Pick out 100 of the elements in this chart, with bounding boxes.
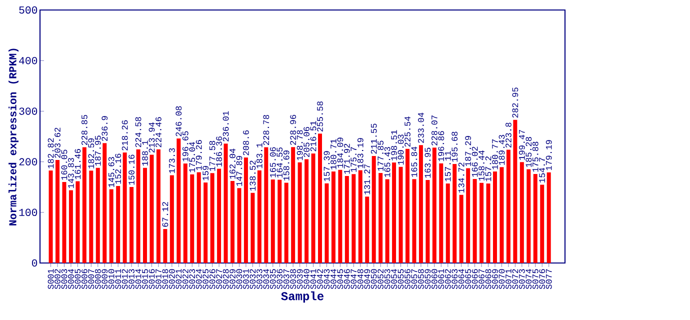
x-tick-label: S045 xyxy=(337,269,344,290)
bar xyxy=(190,174,194,263)
bar xyxy=(76,181,80,263)
bar xyxy=(318,134,322,263)
data-label: 228.85 xyxy=(81,114,88,145)
data-label: 223.8 xyxy=(506,122,512,148)
data-label: 150.16 xyxy=(128,154,134,185)
x-tick-label: S056 xyxy=(404,269,410,290)
data-label: 225.54 xyxy=(404,116,410,147)
x-tick-label: S033 xyxy=(256,269,262,290)
x-tick-label: S016 xyxy=(148,269,155,290)
data-label: 187.29 xyxy=(465,136,472,166)
bar xyxy=(459,194,464,263)
y-tick-label: 0 xyxy=(32,259,38,267)
bar xyxy=(244,157,248,263)
data-label: 186.36 xyxy=(216,136,222,166)
data-label: 154.7 xyxy=(539,158,546,182)
data-label: 228.78 xyxy=(263,115,270,146)
x-tick-label: S007 xyxy=(88,269,94,290)
bar xyxy=(156,149,160,263)
bar xyxy=(56,160,60,263)
x-tick-label: S042 xyxy=(317,269,323,290)
bar xyxy=(68,190,73,263)
x-tick-label: S012 xyxy=(122,269,128,290)
bar xyxy=(257,170,262,263)
data-label: 224.58 xyxy=(135,117,142,148)
data-label: 164.55 xyxy=(276,147,283,178)
x-tick-label: S069 xyxy=(492,269,498,290)
data-label: 255.58 xyxy=(317,101,323,132)
x-tick-label: S008 xyxy=(94,269,101,290)
bar xyxy=(183,163,188,263)
x-tick-label: S001 xyxy=(48,269,54,290)
x-tick-label: S048 xyxy=(357,269,364,290)
bar xyxy=(250,192,255,263)
x-tick-label: S059 xyxy=(424,269,431,290)
data-label: 228.96 xyxy=(290,114,296,145)
x-tick-label: S058 xyxy=(418,269,424,290)
x-axis-title: Sample xyxy=(281,291,324,303)
bar xyxy=(480,182,484,263)
bar xyxy=(96,168,100,263)
x-tick-label: S029 xyxy=(230,269,236,290)
x-tick-label: S022 xyxy=(182,269,188,290)
data-label: 228.07 xyxy=(431,115,438,146)
x-tick-label: S036 xyxy=(276,269,283,290)
x-tick-label: S006 xyxy=(81,269,88,290)
x-tick-label: S010 xyxy=(108,269,114,290)
data-label: 165.84 xyxy=(411,146,418,177)
x-tick-label: S068 xyxy=(485,269,492,290)
bar xyxy=(446,183,450,263)
x-tick-label: S005 xyxy=(74,269,81,290)
data-label: 216.51 xyxy=(310,121,316,152)
x-tick-label: S054 xyxy=(391,269,397,290)
data-label: 213.94 xyxy=(148,122,155,153)
bar xyxy=(217,168,222,263)
x-tick-label: S060 xyxy=(431,269,438,290)
bar xyxy=(452,164,457,263)
x-tick-label: S041 xyxy=(310,269,316,290)
bar xyxy=(304,159,309,263)
y-tick-label: 400 xyxy=(19,56,38,64)
bar xyxy=(82,147,86,263)
bar xyxy=(210,173,214,263)
data-label: 134.72 xyxy=(458,162,464,193)
x-tick-label: S067 xyxy=(478,269,484,290)
x-tick-label: S017 xyxy=(156,269,162,290)
data-label: 165.43 xyxy=(384,147,390,178)
data-label: 131.27 xyxy=(364,164,370,194)
x-tick-label: S013 xyxy=(128,269,134,290)
x-tick-label: S020 xyxy=(168,269,175,290)
bar xyxy=(324,183,329,263)
bar xyxy=(466,168,470,263)
x-tick-label: S075 xyxy=(532,269,538,290)
x-tick-label: S023 xyxy=(189,269,196,290)
x-tick-label: S026 xyxy=(209,269,216,290)
x-tick-label: S062 xyxy=(444,269,451,290)
data-label: 195.68 xyxy=(452,132,458,162)
data-label: 183.19 xyxy=(357,138,364,168)
x-tick-label: S031 xyxy=(243,269,249,290)
data-label: 198.51 xyxy=(391,130,397,160)
x-tick-label: S040 xyxy=(304,269,310,290)
x-tick-label: S015 xyxy=(142,269,148,290)
data-label: 282.95 xyxy=(512,88,518,118)
data-label: 211.55 xyxy=(370,124,377,154)
x-tick-label: S052 xyxy=(378,269,384,290)
bar xyxy=(426,180,430,263)
data-label: 189.43 xyxy=(498,134,505,165)
bar xyxy=(533,174,538,263)
data-label: 233.04 xyxy=(418,112,424,143)
x-tick-label: S025 xyxy=(202,269,209,290)
x-tick-label: S053 xyxy=(384,269,390,290)
bar xyxy=(398,166,403,263)
y-tick-label: 300 xyxy=(19,108,38,115)
data-label: 145.63 xyxy=(108,157,114,188)
data-label: 208.6 xyxy=(243,130,249,156)
data-label: 158.44 xyxy=(478,150,484,181)
bar xyxy=(500,167,504,263)
bar xyxy=(237,188,242,263)
data-label: 160.05 xyxy=(61,150,68,180)
data-label: 196.86 xyxy=(438,131,444,162)
data-label: 175.88 xyxy=(532,142,538,172)
bar xyxy=(122,152,127,263)
